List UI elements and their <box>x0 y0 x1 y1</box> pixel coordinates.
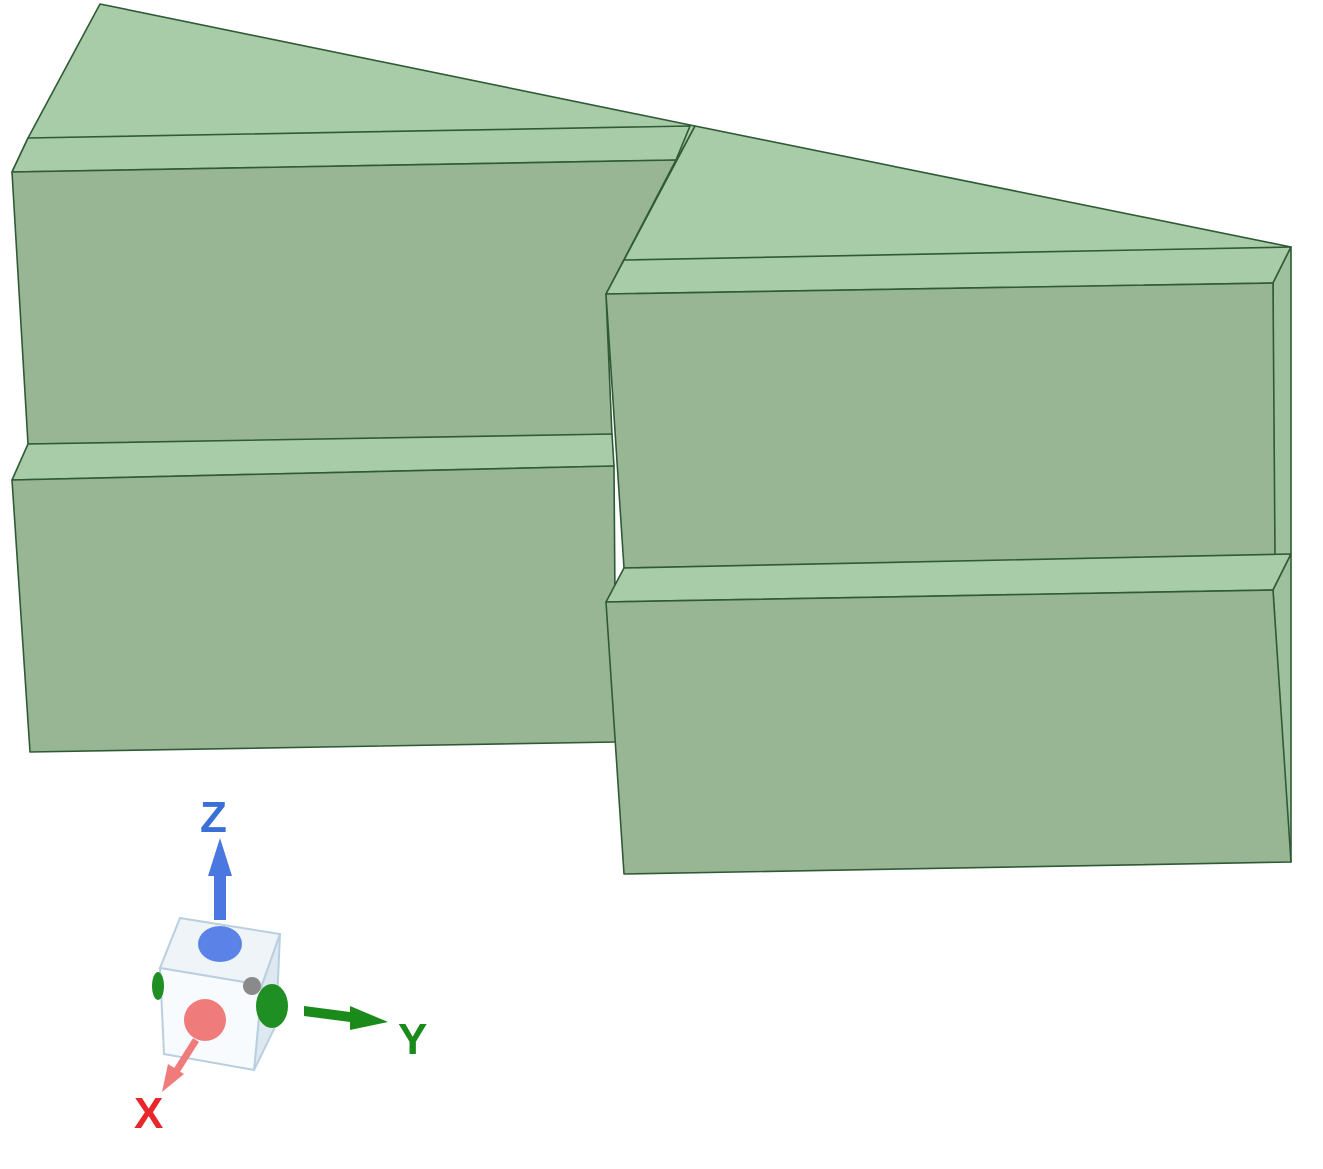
coordinate-triad[interactable]: Z Y X <box>134 793 427 1138</box>
x-axis-label: X <box>134 1089 163 1138</box>
model-body[interactable] <box>11 3 1292 875</box>
side-face-upper-right[interactable] <box>1272 246 1292 591</box>
z-axis-label: Z <box>200 793 227 842</box>
front-face-lower-left[interactable] <box>11 465 617 753</box>
x-axis-arrow-icon <box>162 1038 199 1092</box>
view-cube-icon[interactable] <box>152 916 288 1072</box>
z-axis-arrow-icon <box>208 838 232 920</box>
y-axis-arrow-icon <box>304 1006 388 1030</box>
front-face-upper-left[interactable] <box>11 159 677 445</box>
front-face-lower-right[interactable] <box>605 589 1292 875</box>
y-axis-label: Y <box>398 1015 427 1064</box>
front-face-upper-right[interactable] <box>605 282 1276 569</box>
